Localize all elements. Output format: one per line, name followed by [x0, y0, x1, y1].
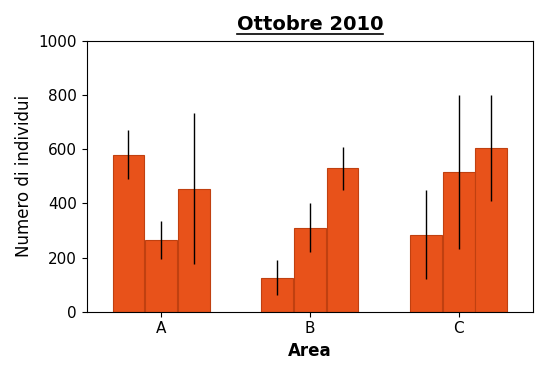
Y-axis label: Numero di individui: Numero di individui	[15, 95, 33, 258]
Bar	[476, 148, 507, 312]
Bar	[112, 155, 144, 312]
Bar	[443, 172, 475, 312]
Bar	[261, 278, 293, 312]
Bar	[410, 235, 442, 312]
Bar	[178, 189, 210, 312]
Bar	[327, 168, 358, 312]
X-axis label: Area: Area	[288, 342, 332, 360]
Title: Ottobre 2010: Ottobre 2010	[237, 15, 383, 34]
Bar	[294, 228, 326, 312]
Bar	[145, 240, 177, 312]
